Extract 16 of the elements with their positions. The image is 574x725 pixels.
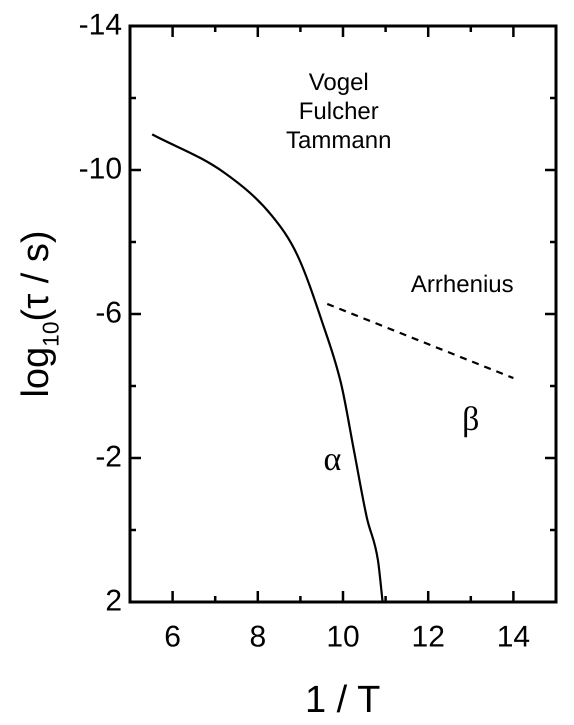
x-tick-label: 6 xyxy=(164,620,181,654)
x-tick-label: 10 xyxy=(326,620,360,654)
y-tick-label: -6 xyxy=(95,296,122,330)
y-tick-label: -14 xyxy=(78,8,122,42)
annotation: β xyxy=(462,401,480,438)
annotation: Vogel Fulcher Tammann xyxy=(286,69,392,154)
annotation: α xyxy=(323,440,342,478)
x-tick-label: 14 xyxy=(496,620,530,654)
annotation: Arrhenius xyxy=(410,270,514,298)
y-tick-label: 2 xyxy=(105,584,122,618)
y-axis-title: log10(τ / s) xyxy=(15,230,64,398)
y-tick-label: -2 xyxy=(95,440,122,474)
x-tick-label: 8 xyxy=(249,620,266,654)
y-tick-label: -10 xyxy=(78,152,122,186)
x-tick-label: 12 xyxy=(412,620,445,654)
x-axis-title: 1 / T xyxy=(304,679,380,721)
